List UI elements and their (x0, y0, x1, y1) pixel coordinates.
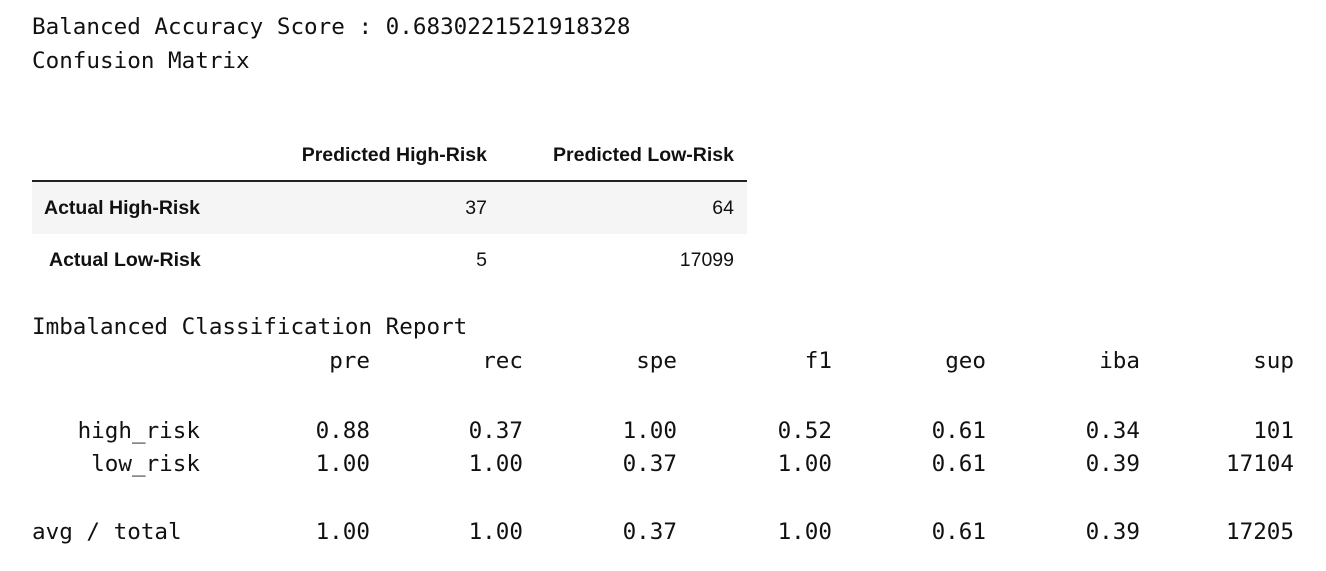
report-header-cell: spe (636, 348, 677, 374)
report-cell: 1.00 (315, 451, 370, 477)
report-cell: 0.37 (622, 519, 677, 545)
report-row-label: high_risk (77, 418, 200, 444)
report-cell: 0.61 (931, 418, 986, 444)
report-row-high-risk: high_risk 0.88 0.37 1.00 0.52 0.61 0.34 … (32, 414, 1302, 448)
table-cell: 5 (476, 248, 487, 271)
table-row: Actual Low-Risk 5 17099 (32, 234, 747, 286)
report-header-cell: iba (1099, 348, 1140, 374)
report-cell: 0.61 (931, 451, 986, 477)
report-cell: 0.37 (468, 418, 523, 444)
table-cell: 17099 (679, 248, 734, 271)
table-header-row: Predicted High-Risk Predicted Low-Risk (32, 130, 747, 182)
report-cell: 1.00 (777, 451, 832, 477)
report-cell: 0.37 (622, 451, 677, 477)
report-cell: 1.00 (468, 519, 523, 545)
column-header-predicted-low-risk: Predicted Low-Risk (553, 143, 734, 166)
confusion-matrix-table: Predicted High-Risk Predicted Low-Risk A… (32, 130, 747, 286)
column-header-predicted-high-risk: Predicted High-Risk (301, 143, 487, 166)
report-row-label: avg / total (32, 519, 182, 545)
row-label-actual-high-risk: Actual High-Risk (44, 196, 201, 219)
report-cell: 0.52 (777, 418, 832, 444)
report-cell: 1.00 (622, 418, 677, 444)
report-cell: 101 (1253, 418, 1294, 444)
report-cell: 0.34 (1085, 418, 1140, 444)
report-header-cell: f1 (804, 348, 832, 374)
report-header-cell: rec (482, 348, 523, 374)
row-label-actual-low-risk: Actual Low-Risk (49, 248, 201, 271)
balanced-accuracy-line: Balanced Accuracy Score : 0.683022152191… (32, 14, 631, 40)
report-header-cell: pre (329, 348, 370, 374)
report-cell: 1.00 (777, 519, 832, 545)
table-cell: 64 (712, 196, 734, 219)
classification-report-title: Imbalanced Classification Report (32, 314, 468, 340)
report-cell: 0.88 (315, 418, 370, 444)
report-cell: 1.00 (468, 451, 523, 477)
report-cell: 0.39 (1085, 451, 1140, 477)
table-cell: 37 (465, 196, 487, 219)
report-row-low-risk: low_risk 1.00 1.00 0.37 1.00 0.61 0.39 1… (32, 447, 1302, 481)
report-cell: 0.39 (1085, 519, 1140, 545)
report-cell: 17205 (1225, 519, 1294, 545)
report-header-cell: sup (1253, 348, 1294, 374)
report-header-cell: geo (945, 348, 986, 374)
report-row-label: low_risk (91, 451, 200, 477)
report-cell: 17104 (1225, 451, 1294, 477)
report-cell: 0.61 (931, 519, 986, 545)
table-row: Actual High-Risk 37 64 (32, 182, 747, 234)
report-header-row: pre rec spe f1 geo iba sup (32, 344, 1302, 378)
confusion-matrix-title: Confusion Matrix (32, 48, 250, 74)
report-row-avg-total: avg / total 1.00 1.00 0.37 1.00 0.61 0.3… (32, 515, 1302, 549)
report-cell: 1.00 (315, 519, 370, 545)
